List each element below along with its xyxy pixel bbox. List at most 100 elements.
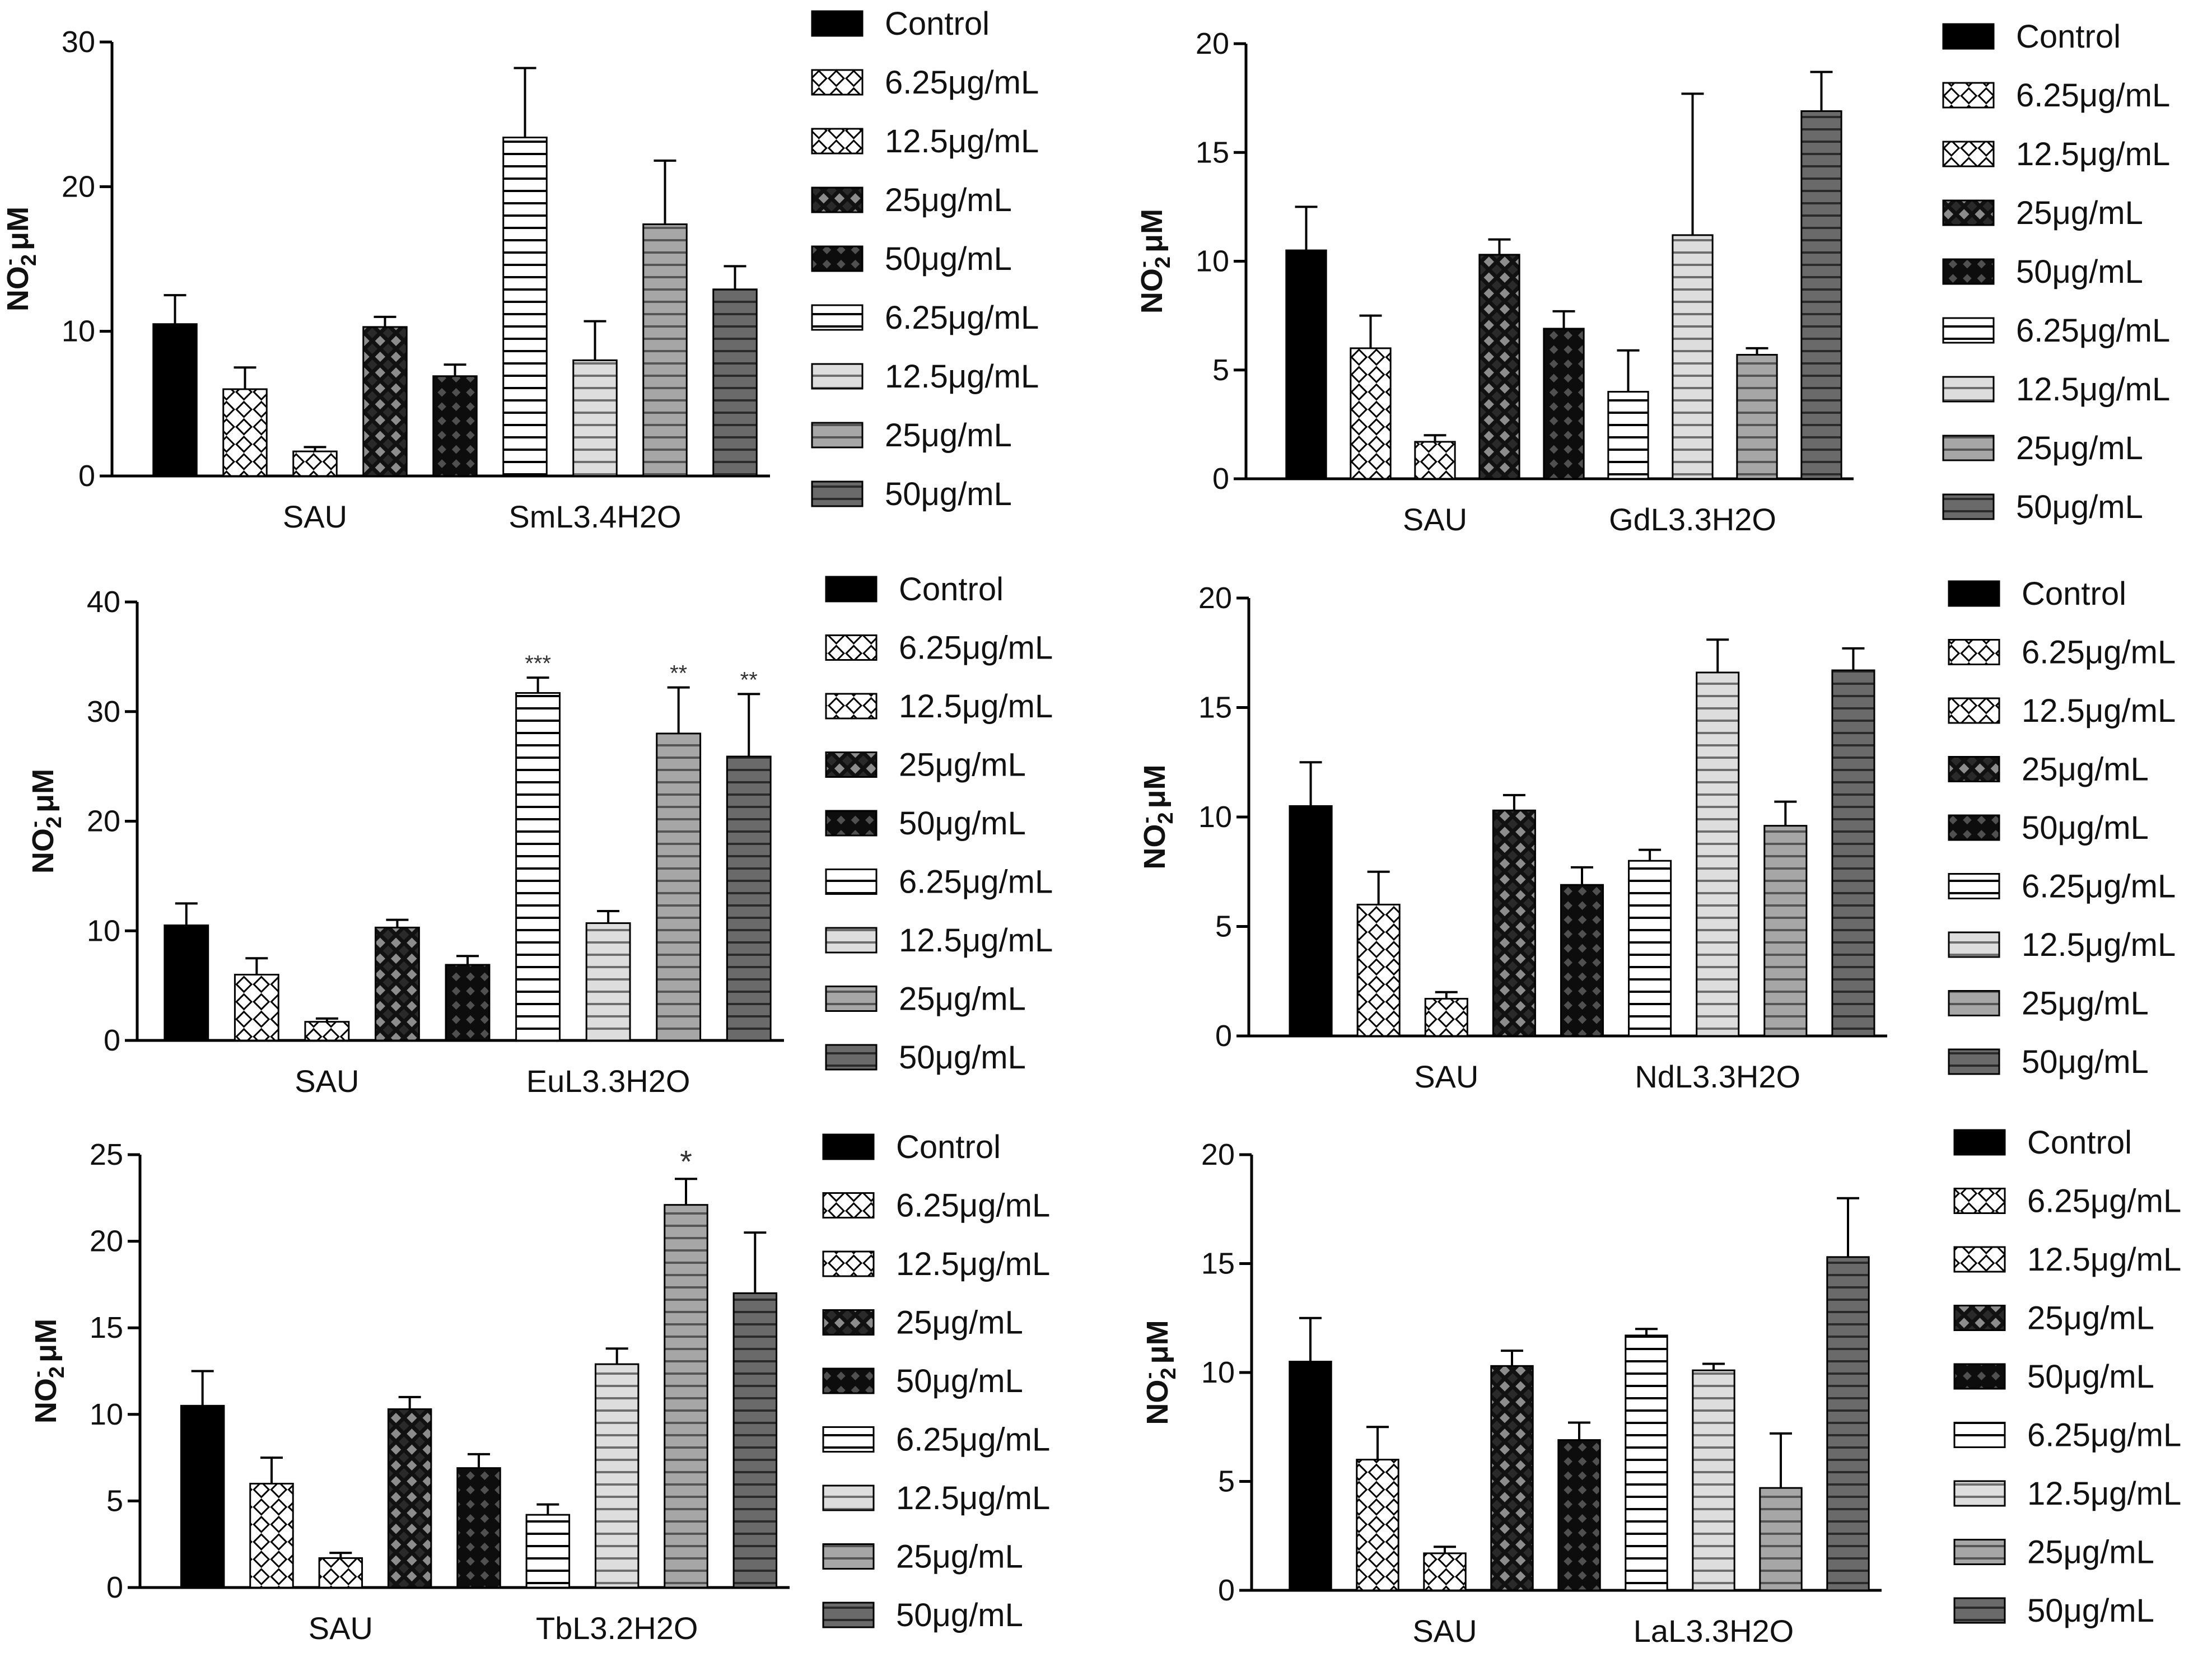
y-tick-label: 20 [87,805,120,838]
bar-4 [362,326,408,477]
legend-swatch [1948,814,2000,841]
y-tick-label: 10 [62,315,95,348]
bar-9 [726,755,772,1042]
legend-label: Control [896,1129,1001,1165]
group-label: SAU [1412,1613,1477,1649]
y-tick-label: 0 [1215,1019,1232,1053]
legend-label: 25μg/mL [2022,751,2149,788]
legend-swatch [822,1309,875,1336]
legend-label: 50μg/mL [2016,489,2143,525]
bar-6 [515,692,561,1042]
legend-label: Control [2022,576,2126,612]
legend-label: 25μg/mL [2016,430,2143,466]
bar-8 [664,1204,708,1589]
legend-label: 50μg/mL [2022,810,2149,846]
bar-4 [375,926,420,1042]
bar-8 [1736,354,1778,480]
group-label: NdL3.3H2O [1635,1059,1800,1094]
group-label: SmL3.4H2O [508,499,681,534]
legend-label: 6.25μg/mL [896,1422,1050,1458]
y-tick-label: 10 [87,914,120,947]
y-tick-label: 30 [87,695,120,729]
chart-panel-1: 0 10 20 30 NO2- μM SAU SmL3.4H2O Control 6.25μg/… [0,6,1039,534]
bar-4 [387,1408,432,1589]
y-axis-title: NO2- μM [1137,1320,1180,1425]
legend-label: 6.25μg/mL [899,864,1053,900]
y-tick-label: 15 [90,1311,123,1344]
group-label: LaL3.3H2O [1634,1613,1794,1649]
bar-8 [1763,825,1808,1037]
bar-5 [1560,884,1604,1037]
legend-label: 6.25μg/mL [899,630,1053,666]
bar-8 [656,732,702,1042]
legend-label: Control [899,571,1004,608]
legend-swatch [1942,82,1995,109]
bar-4 [1492,809,1536,1037]
bar-1 [164,924,209,1042]
legend-label: 50μg/mL [2027,1358,2154,1395]
y-axis-title: NO2- μM [25,1319,69,1423]
legend-label: 25μg/mL [2016,195,2143,231]
legend-swatch [1948,1048,2000,1075]
legend-label: 12.5μg/mL [896,1480,1050,1516]
chart-panel-4: 0 5 10 15 20 NO2- μM SAU NdL3.3H2O Control 6.25μg… [1134,576,2176,1094]
y-tick-label: 5 [106,1484,123,1518]
bar-5 [432,375,478,477]
legend-swatch [1942,258,1995,285]
legend-swatch [1942,376,1995,403]
chart-panel-6: 0 5 10 15 20 NO2- μM SAU LaL3.3H2O Control 6.25μg… [1137,1124,2181,1649]
bar-9 [1800,110,1842,480]
y-tick-label: 20 [1198,581,1232,615]
y-tick-label: 40 [87,585,120,619]
group-label: SAU [295,1063,359,1099]
legend-swatch [1942,141,1995,167]
bar-1 [1289,1361,1332,1591]
legend-label: 12.5μg/mL [899,922,1053,959]
y-tick-label: 0 [1218,1574,1235,1607]
bar-6 [525,1514,571,1589]
legend-swatch [822,1484,875,1511]
bar-7 [1696,671,1740,1037]
y-axis-title: NO2- μM [0,207,41,311]
legend-swatch [1953,1480,2006,1507]
legend-swatch [1953,1422,2006,1448]
y-tick-label: 15 [1201,1247,1235,1281]
y-tick-label: 10 [1196,245,1229,278]
legend-swatch [1942,199,1995,226]
bar-5 [1543,328,1585,480]
bar-2 [1356,903,1401,1037]
legend-label: 50μg/mL [896,1363,1023,1399]
legend-swatch [1948,756,2000,782]
legend-label: 25μg/mL [896,1305,1023,1341]
bar-3 [1424,998,1468,1037]
legend-label: 6.25μg/mL [885,300,1039,336]
bar-3 [1414,441,1456,480]
legend-label: 6.25μg/mL [2016,77,2170,114]
legend-swatch [811,304,864,331]
legend-swatch [811,186,864,213]
bar-8 [1759,1487,1803,1591]
y-tick-label: 15 [1196,136,1229,169]
bar-2 [249,1482,294,1589]
legend-label: 6.25μg/mL [2027,1183,2181,1220]
bar-5 [445,964,491,1042]
group-label: SAU [309,1610,373,1646]
legend-swatch [1942,435,1995,461]
legend-label: 12.5μg/mL [2022,693,2176,729]
bar-6 [1625,1334,1668,1591]
legend-label: 6.25μg/mL [2027,1417,2181,1454]
bar-7 [1672,234,1714,480]
bar-3 [318,1557,363,1589]
legend-swatch [822,1543,875,1570]
bar-7 [594,1363,640,1589]
y-tick-label: 5 [1215,910,1232,944]
legend-label: 50μg/mL [2016,254,2143,290]
group-label: EuL3.3H2O [526,1063,690,1099]
legend-swatch [825,693,878,720]
legend-label: 25μg/mL [896,1539,1023,1575]
bar-3 [304,1021,350,1042]
legend-label: 25μg/mL [2027,1534,2154,1571]
y-tick-label: 5 [1212,353,1229,387]
legend-label: 12.5μg/mL [2027,1476,2181,1512]
